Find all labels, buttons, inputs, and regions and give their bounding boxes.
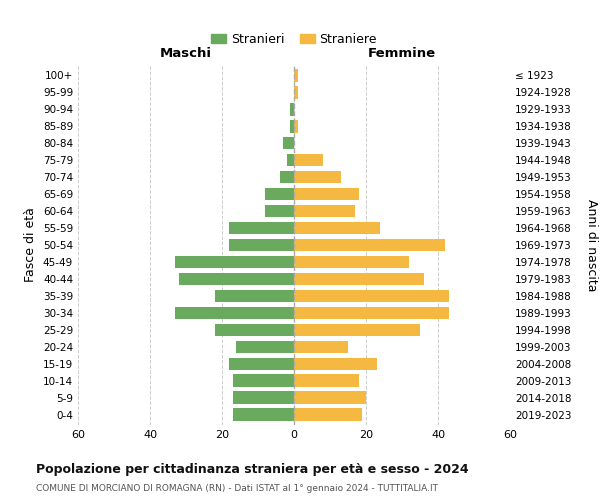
Bar — [294, 324, 420, 336]
Bar — [294, 256, 409, 268]
Bar — [287, 154, 294, 166]
Bar — [233, 408, 294, 421]
Text: Maschi: Maschi — [160, 47, 212, 60]
Bar — [294, 222, 380, 234]
Bar — [294, 86, 298, 99]
Bar — [294, 154, 323, 166]
Bar — [290, 120, 294, 132]
Bar — [294, 204, 355, 218]
Bar — [280, 170, 294, 183]
Bar — [236, 340, 294, 353]
Bar — [294, 392, 366, 404]
Bar — [229, 222, 294, 234]
Text: Femmine: Femmine — [368, 47, 436, 60]
Bar — [175, 306, 294, 320]
Text: COMUNE DI MORCIANO DI ROMAGNA (RN) - Dati ISTAT al 1° gennaio 2024 - TUTTITALIA.: COMUNE DI MORCIANO DI ROMAGNA (RN) - Dat… — [36, 484, 438, 493]
Bar — [215, 324, 294, 336]
Bar — [265, 188, 294, 200]
Bar — [265, 204, 294, 218]
Bar — [294, 306, 449, 320]
Bar — [294, 238, 445, 252]
Bar — [294, 290, 449, 302]
Legend: Stranieri, Straniere: Stranieri, Straniere — [206, 28, 382, 51]
Bar — [294, 170, 341, 183]
Bar — [290, 103, 294, 116]
Bar — [283, 136, 294, 149]
Bar — [179, 272, 294, 285]
Bar — [294, 120, 298, 132]
Y-axis label: Fasce di età: Fasce di età — [25, 208, 37, 282]
Bar — [294, 272, 424, 285]
Bar — [175, 256, 294, 268]
Bar — [229, 238, 294, 252]
Bar — [294, 358, 377, 370]
Text: Popolazione per cittadinanza straniera per età e sesso - 2024: Popolazione per cittadinanza straniera p… — [36, 462, 469, 475]
Bar — [294, 188, 359, 200]
Bar — [294, 374, 359, 387]
Bar — [215, 290, 294, 302]
Y-axis label: Anni di nascita: Anni di nascita — [586, 198, 599, 291]
Bar — [294, 340, 348, 353]
Bar — [294, 408, 362, 421]
Bar — [233, 392, 294, 404]
Bar — [229, 358, 294, 370]
Bar — [294, 69, 298, 82]
Bar — [233, 374, 294, 387]
